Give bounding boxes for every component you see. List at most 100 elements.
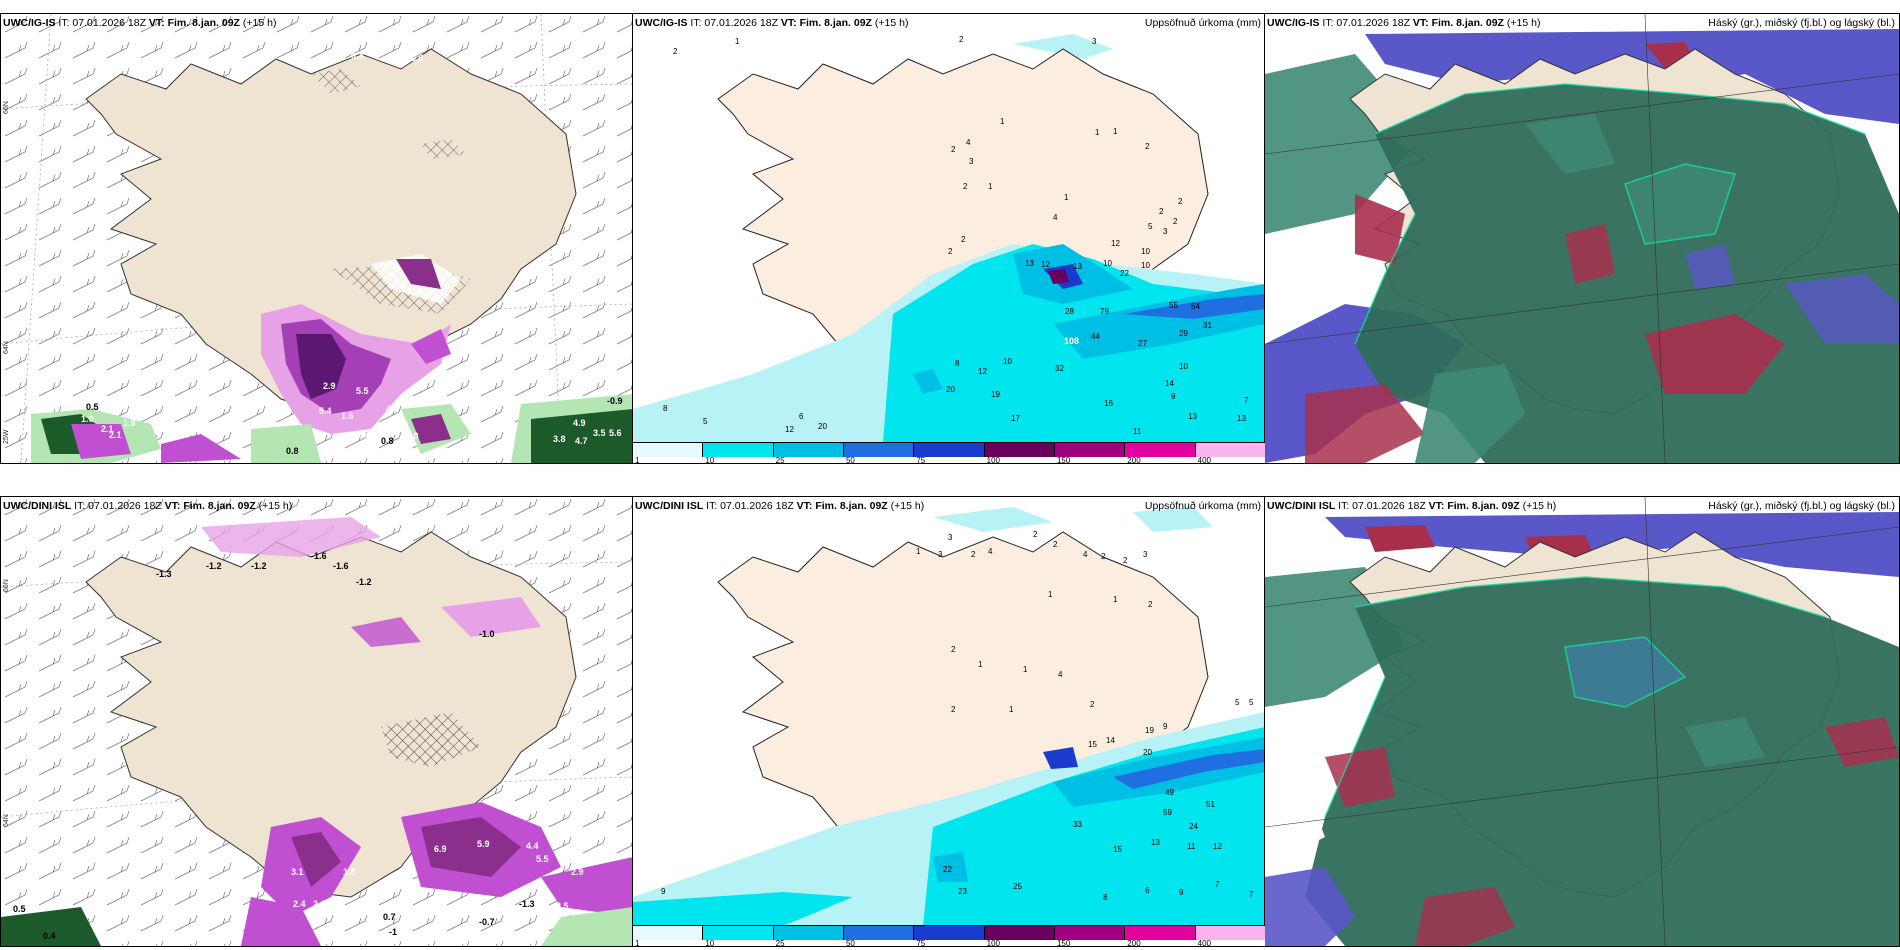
value-label: 108 (1064, 336, 1079, 346)
value-label: 7 (1215, 880, 1220, 889)
colorbar-segment: 50 (843, 443, 915, 463)
init-time: IT: 07.01.2026 18Z (1338, 500, 1426, 512)
value-label: 1 (1113, 595, 1118, 604)
map-accum-precip: 2 1 2 3 1 4 2 3 1 1 1 2 2 1 4 2 2 13 12 … (633, 34, 1265, 443)
value-label: 4 (988, 547, 993, 556)
colorbar-tick: 400 (1197, 456, 1211, 464)
value-label: 5.6 (609, 428, 622, 438)
panel-ig-is-precip-type: UWC/IG-IS IT: 07.01.2026 18Z VT: Fim. 8.… (0, 13, 634, 464)
value-label: 9 (1163, 722, 1168, 731)
value-label: 12 (978, 367, 987, 376)
panel-dini-accum-precip: UWC/DINI ISL IT: 07.01.2026 18Z VT: Fim.… (632, 496, 1266, 947)
value-label: 1.0 (81, 414, 94, 424)
value-label: 9 (1179, 888, 1184, 897)
value-label: 14 (1165, 379, 1174, 388)
value-label: -1.3 (519, 899, 535, 909)
value-label: 1 (916, 547, 921, 556)
value-label: 31 (1203, 321, 1212, 330)
value-label: 9 (661, 887, 666, 896)
value-label: 1.8 (343, 867, 356, 877)
colorbar-tick: 10 (705, 939, 715, 947)
value-label: 2.1 (101, 424, 114, 434)
colorbar-tick: 50 (845, 456, 855, 464)
colorbar-segment: 1 (633, 443, 704, 463)
colorbar-segment: 75 (914, 443, 985, 463)
value-label: 4 (1083, 550, 1088, 559)
colorbar-tick: 75 (916, 939, 926, 947)
value-label: 10 (1141, 261, 1150, 270)
panel-header: UWC/IG-IS IT: 07.01.2026 18Z VT: Fim. 8.… (635, 17, 908, 29)
value-label: 12 (1213, 842, 1222, 851)
valid-time: VT: Fim. 8.jan. 09Z (1428, 500, 1520, 512)
panel-title: Háský (gr.), miðský (fj.bl.) og lágský (… (1708, 17, 1895, 29)
value-label: -1 (389, 927, 397, 937)
value-label: 2 (1173, 217, 1178, 226)
value-label: 1 (1009, 705, 1014, 714)
panel-header: UWC/DINI ISL IT: 07.01.2026 18Z VT: Fim.… (1267, 500, 1556, 512)
value-label: 25 (1013, 882, 1022, 891)
value-label: 16 (1104, 399, 1113, 408)
valid-time: VT: Fim. 8.jan. 09Z (148, 17, 240, 29)
value-label: 13 (1151, 838, 1160, 847)
value-label: 5.4 (319, 406, 332, 416)
colorbar-segment: 150 (1054, 443, 1126, 463)
panel-header: UWC/DINI ISL IT: 07.01.2026 18Z VT: Fim.… (635, 500, 924, 512)
value-label: 4 (1053, 213, 1058, 222)
lead-time: (+15 h) (258, 500, 293, 512)
value-label: 2 (1148, 600, 1153, 609)
model-name: UWC/IG-IS (1267, 17, 1320, 29)
value-label: 1 (1023, 665, 1028, 674)
value-label: 8 (663, 404, 668, 413)
value-label: 4 (966, 138, 971, 147)
value-label: 1 (978, 660, 983, 669)
colorbar-segment: 400 (1195, 443, 1265, 463)
value-label: -1.6 (333, 561, 349, 571)
model-name: UWC/IG-IS (3, 17, 56, 29)
colorbar-segment: 1 (633, 926, 704, 946)
value-label: 1 (1113, 127, 1118, 136)
value-label: 79 (1100, 307, 1109, 316)
valid-time: VT: Fim. 8.jan. 09Z (796, 500, 888, 512)
value-label: 2.5 (556, 901, 569, 911)
value-label: 3 (1163, 227, 1168, 236)
value-label: 10 (1003, 357, 1012, 366)
colorbar-tick: 10 (705, 456, 715, 464)
panel-ig-is-accum-precip: UWC/IG-IS IT: 07.01.2026 18Z VT: Fim. 8.… (632, 13, 1266, 464)
colorbar-tick: 75 (916, 456, 926, 464)
value-label: 2 (951, 645, 956, 654)
lead-time: (+15 h) (1522, 500, 1557, 512)
map-snow-rain: -1.2 -1.6 -1.3 -1.2 -1.6 -1.2 -1.0 6.9 5… (1, 497, 633, 946)
value-label: -1.3 (156, 569, 172, 579)
model-name: UWC/DINI ISL (1267, 500, 1336, 512)
value-label: 22 (943, 865, 952, 874)
colorbar-segment: 400 (1195, 926, 1265, 946)
value-label: 1 (735, 37, 740, 46)
value-label: 1 (1064, 193, 1069, 202)
value-label: 17 (1011, 414, 1020, 423)
precip-value-labels: 2 1 2 3 1 4 2 3 1 1 1 2 2 1 4 2 2 13 12 … (663, 35, 1249, 436)
value-label: 11 (1133, 427, 1142, 436)
value-label: 5 (703, 417, 708, 426)
panel-dini-precip-type: UWC/DINI ISL IT: 07.01.2026 18Z VT: Fim.… (0, 496, 634, 947)
colorbar-segment: 200 (1125, 926, 1196, 946)
value-label: 3 (948, 533, 953, 542)
value-label: -1.0 (479, 629, 495, 639)
colorbar-segment: 100 (984, 443, 1055, 463)
value-label: -1.2 (251, 561, 267, 571)
value-label: 4.6 (386, 404, 399, 414)
value-label: -1.2 (356, 577, 372, 587)
value-label: 59 (1163, 808, 1172, 817)
value-label: 6.9 (434, 844, 447, 854)
value-label: 3 (1143, 550, 1148, 559)
value-label: 5 (1235, 698, 1240, 707)
value-label: 28 (1065, 307, 1074, 316)
lat-label: 25W (3, 429, 10, 444)
colorbar-segment: 10 (703, 443, 774, 463)
iceland-outline (85, 48, 577, 415)
value-label: 1 (1000, 117, 1005, 126)
value-label: 4 (1058, 670, 1063, 679)
value-label: 0.4 (351, 51, 364, 61)
value-label: 5 (1249, 698, 1254, 707)
lat-label: 66N (3, 101, 10, 114)
colorbar-tick: 200 (1127, 939, 1141, 947)
